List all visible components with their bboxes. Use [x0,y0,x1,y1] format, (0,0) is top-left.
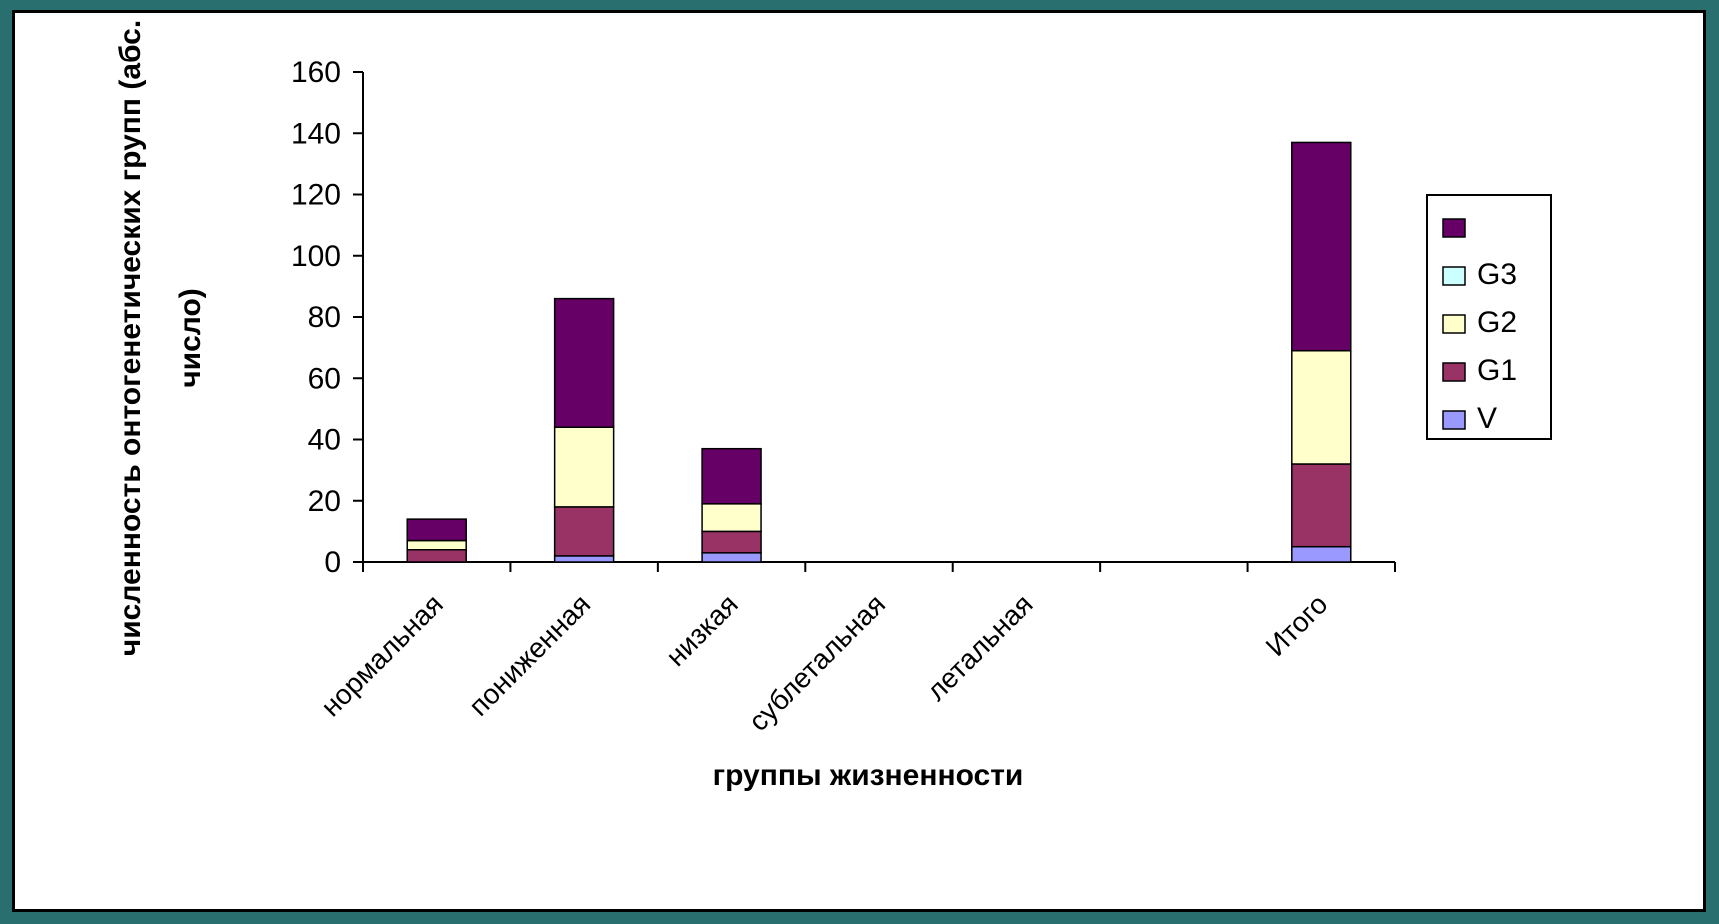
x-tick-label: Итого [1260,588,1334,662]
y-tick-label: 100 [291,240,341,273]
y-tick-label: 140 [291,117,341,150]
x-tick-label: низкая [660,588,744,672]
x-tick-label: сублетальная [743,588,892,737]
legend: G3 G2 G1 V [1426,194,1552,440]
legend-swatch [1442,218,1466,238]
bars [406,141,1352,563]
bar-segment [553,506,615,557]
stacked-bar-chart: 0 20 40 60 80 100 120 140 160 нормальная пониженна… [114,20,1552,792]
bar-segment [1291,349,1352,465]
bar-segment [1291,545,1352,563]
legend-label: G2 [1477,306,1517,339]
bar-segment [701,552,762,563]
bar-segment [406,539,467,551]
y-axis-title-line2: число) [174,288,207,388]
bar-segment [701,447,762,505]
x-tick-label: нормальная [315,588,449,722]
legend-label: G1 [1477,354,1517,387]
legend-swatch [1442,314,1466,334]
y-tick-label: 20 [308,485,341,518]
bar-segment [1291,463,1352,548]
y-tick-label: 40 [308,424,341,457]
bar-segment [553,297,615,428]
y-tick-label: 120 [291,179,341,212]
bar-segment [553,426,615,508]
bar-segment [406,549,467,563]
legend-swatch [1442,266,1466,286]
axes [353,71,1396,572]
bar-segment [406,518,467,542]
bar-segment [701,530,762,554]
bar-segment [1291,141,1352,352]
x-axis-title: группы жизненности [713,759,1024,792]
legend-label: V [1477,402,1497,435]
bar-segment [701,503,762,533]
bar-segment [553,555,615,563]
x-tick-label: летальная [920,588,1038,706]
y-tick-label: 0 [324,546,341,579]
labels: 0 20 40 60 80 100 120 140 160 нормальная пониженна… [291,56,1334,737]
x-tick-label: пониженная [463,588,597,722]
chart-frame: 0 20 40 60 80 100 120 140 160 нормальная пониженна… [12,10,1706,912]
y-tick-label: 160 [291,56,341,89]
legend-swatch [1442,362,1466,382]
y-tick-label: 80 [308,301,341,334]
legend-swatch [1442,410,1466,430]
y-axis-title-line1: численность онтогенетических групп (абс. [114,20,147,656]
y-tick-label: 60 [308,362,341,395]
legend-label: G3 [1477,258,1517,291]
